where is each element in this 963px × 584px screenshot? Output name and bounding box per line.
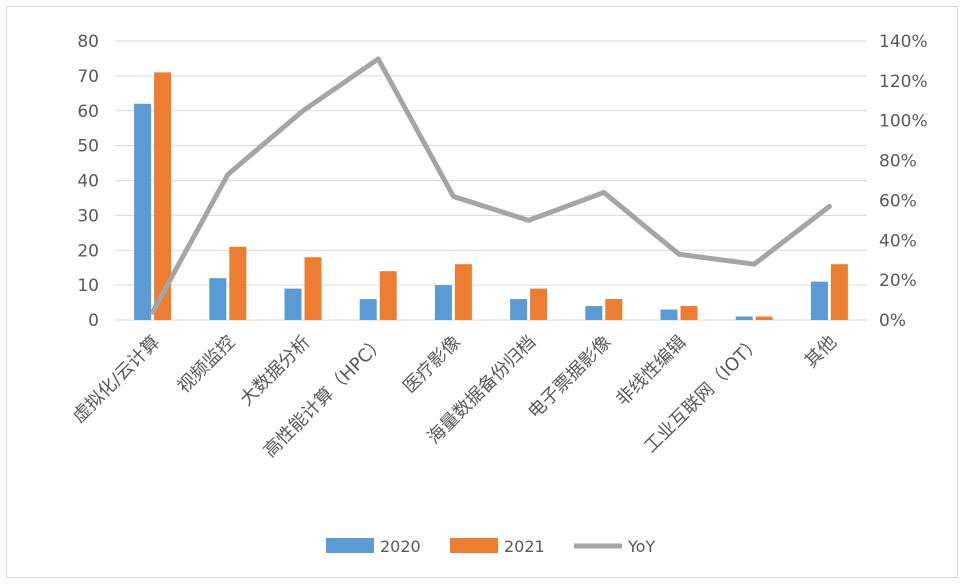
bar-2020 xyxy=(510,299,528,320)
legend-label: 2020 xyxy=(380,537,421,556)
bar-2021 xyxy=(454,264,472,320)
legend-swatch xyxy=(450,538,498,553)
bar-2021 xyxy=(605,299,623,320)
bar-2020 xyxy=(585,306,603,320)
left-tick-label: 0 xyxy=(88,311,99,331)
bar-2021 xyxy=(830,264,848,320)
category-label: 非线性编辑 xyxy=(612,332,690,410)
gridlines xyxy=(115,40,867,321)
right-axis-ticks: 0% 20% 40% 60% 80% 100% 120% 140% xyxy=(879,32,928,331)
left-tick-label: 80 xyxy=(77,32,99,52)
left-tick-label: 20 xyxy=(77,241,99,261)
yoy-line-group xyxy=(150,56,832,315)
category-label: 大数据分析 xyxy=(236,332,314,410)
left-tick-label: 60 xyxy=(77,102,99,122)
category-label: 虚拟化/云计算 xyxy=(69,332,165,428)
bar-2020 xyxy=(810,281,828,320)
legend-label: 2021 xyxy=(504,537,545,556)
right-tick-label: 0% xyxy=(879,311,906,331)
bar-2021 xyxy=(154,72,172,320)
legend-label: YoY xyxy=(627,537,655,556)
bars xyxy=(134,72,848,321)
bar-2021 xyxy=(304,257,322,320)
category-label: 医疗影像 xyxy=(399,332,465,398)
bar-2021 xyxy=(379,271,397,320)
bar-2021 xyxy=(229,246,247,320)
bar-2021 xyxy=(755,316,773,320)
bar-2020 xyxy=(359,299,377,320)
category-label: 其他 xyxy=(801,332,841,372)
bar-2020 xyxy=(660,309,678,320)
right-tick-label: 120% xyxy=(879,72,928,92)
left-tick-label: 30 xyxy=(77,206,99,226)
yoy-line xyxy=(150,56,832,315)
left-tick-label: 10 xyxy=(77,276,99,296)
bar-2021 xyxy=(530,288,548,320)
right-tick-label: 100% xyxy=(879,112,928,132)
right-tick-label: 140% xyxy=(879,32,928,52)
left-axis-ticks: 0 10 20 30 40 50 60 70 80 xyxy=(77,32,99,331)
bar-2020 xyxy=(735,316,753,320)
left-tick-label: 50 xyxy=(77,137,99,157)
right-tick-label: 60% xyxy=(879,191,917,211)
bar-2020 xyxy=(134,103,152,321)
right-tick-label: 20% xyxy=(879,271,917,291)
bar-2020 xyxy=(209,278,227,320)
bar-2020 xyxy=(284,288,302,320)
right-tick-label: 40% xyxy=(879,231,917,251)
bar-2021 xyxy=(680,306,698,320)
left-tick-label: 40 xyxy=(77,172,99,192)
legend: 2020 2021 YoY xyxy=(326,537,655,556)
right-tick-label: 80% xyxy=(879,152,917,172)
left-tick-label: 70 xyxy=(77,67,99,87)
legend-swatch xyxy=(326,538,374,553)
bar-2020 xyxy=(434,285,452,320)
category-label: 视频监控 xyxy=(174,332,240,398)
